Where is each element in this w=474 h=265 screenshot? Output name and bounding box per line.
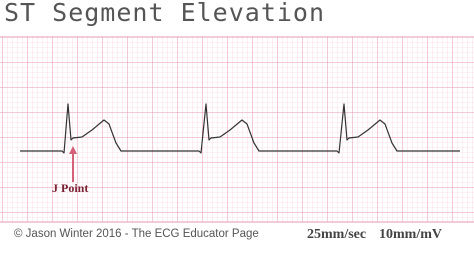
ecg-trace — [20, 103, 460, 154]
j-point-label: J Point — [52, 181, 88, 195]
title: ST Segment Elevation — [4, 0, 325, 27]
j-point-arrowhead — [69, 146, 77, 154]
credit: © Jason Winter 2016 - The ECG Educator P… — [14, 228, 259, 240]
paper-speed: 25mm/sec — [307, 227, 366, 242]
ecg-grid — [0, 37, 474, 222]
gain: 10mm/mV — [379, 227, 442, 242]
